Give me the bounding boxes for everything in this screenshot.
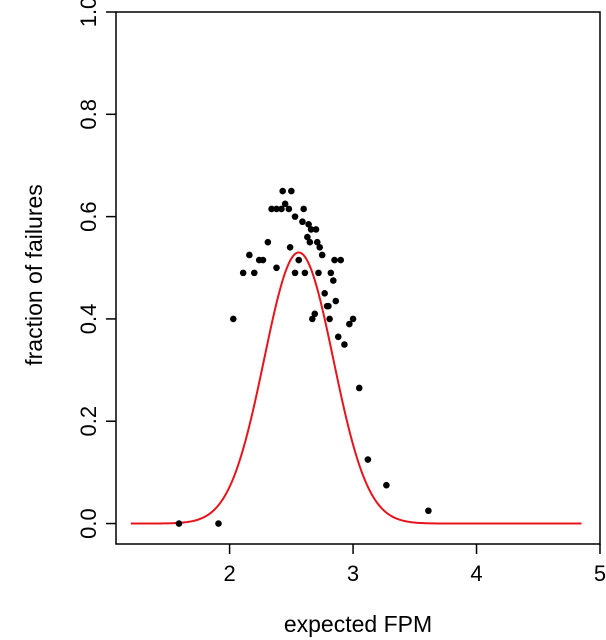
data-point	[326, 315, 333, 323]
data-point	[330, 277, 337, 284]
data-point	[309, 315, 316, 323]
data-point	[331, 256, 338, 264]
data-point	[337, 256, 345, 264]
data-point	[286, 244, 294, 251]
x-tick-label: 2	[223, 561, 235, 586]
data-point	[291, 269, 299, 277]
data-point	[264, 238, 272, 246]
data-point	[273, 205, 280, 213]
x-axis-label: expected FPM	[284, 611, 432, 637]
data-point	[307, 226, 315, 233]
data-point	[250, 269, 258, 277]
data-point	[311, 310, 319, 318]
y-tick-label: 0.4	[76, 304, 101, 335]
data-point	[259, 256, 267, 264]
data-point	[346, 320, 353, 328]
y-axis-label: fraction of failures	[21, 184, 47, 366]
data-point	[349, 315, 357, 323]
data-point	[215, 520, 222, 527]
data-point	[304, 233, 311, 241]
data-point	[332, 297, 340, 305]
data-point	[288, 187, 295, 195]
data-point	[341, 341, 348, 348]
data-point	[325, 302, 332, 310]
data-point	[316, 244, 324, 251]
fit-curve-layer	[130, 251, 582, 525]
plot-frame	[115, 11, 601, 545]
x-tick-label: 4	[470, 561, 482, 586]
data-point	[300, 205, 307, 213]
x-tick-label: 5	[594, 561, 606, 586]
data-point	[321, 290, 328, 297]
y-tick-label: 0.2	[76, 406, 101, 437]
data-point	[301, 269, 309, 277]
data-point	[327, 269, 335, 277]
data-point	[299, 218, 306, 226]
data-point	[239, 269, 247, 277]
data-point	[281, 200, 289, 208]
y-tick-label: 0.6	[76, 201, 101, 232]
data-point	[312, 226, 320, 233]
y-tick-label: 0.0	[76, 508, 101, 539]
data-point	[246, 251, 253, 259]
y-tick-label: 0.8	[76, 99, 101, 130]
data-point	[364, 456, 372, 463]
data-point	[175, 520, 183, 527]
data-point	[383, 481, 390, 489]
y-tick-label: 1.0	[76, 0, 101, 27]
data-point	[305, 220, 312, 228]
data-point	[306, 238, 314, 246]
data-point	[318, 251, 326, 259]
data-point	[229, 315, 237, 323]
data-point	[425, 507, 432, 515]
y-axis: 0.0 0.2 0.4 0.6 0.8 1.0	[76, 0, 116, 539]
data-point	[291, 213, 299, 220]
data-point	[295, 256, 303, 264]
data-point	[279, 187, 286, 195]
data-point	[313, 238, 321, 246]
data-point	[334, 333, 342, 341]
data-point	[273, 264, 280, 272]
data-point	[268, 205, 275, 213]
data-point	[315, 269, 322, 277]
x-axis: 2 3 4 5	[223, 544, 606, 586]
x-tick-label: 3	[347, 561, 359, 586]
data-point	[278, 205, 285, 213]
fit-curve	[130, 251, 582, 525]
data-points-layer	[175, 187, 432, 527]
data-point	[285, 205, 293, 213]
data-point	[355, 384, 363, 392]
